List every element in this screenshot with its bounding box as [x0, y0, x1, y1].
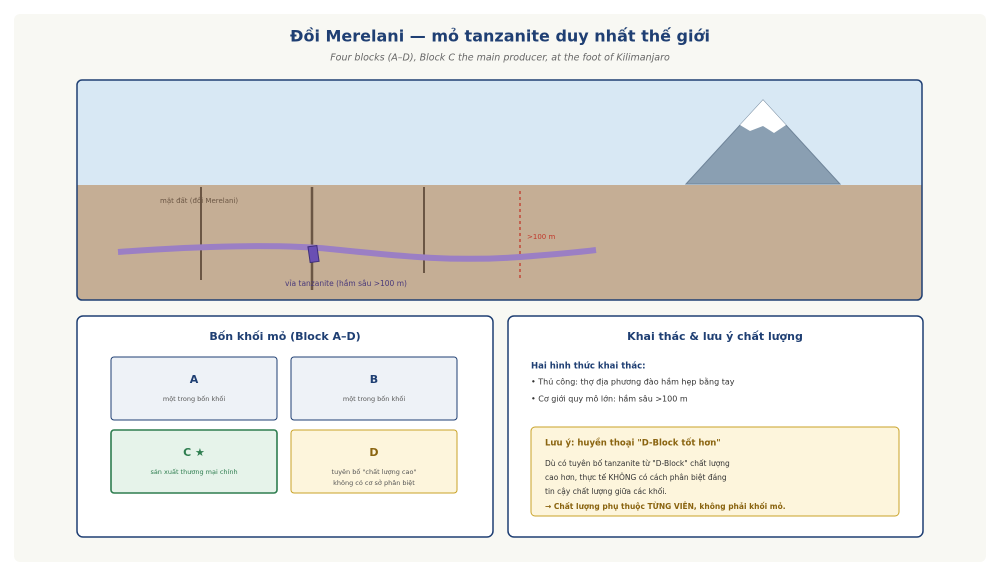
surface-label: mặt đất (đồi Merelani) [160, 197, 238, 205]
ore-block [307, 244, 320, 264]
mountain [684, 99, 842, 185]
method: • Cơ giới quy mô lớn: hầm sâu >100 m [531, 394, 688, 404]
panel [76, 315, 494, 538]
cross-section: mặt đất (đồi Merelani) >100 m vỉa tanzan… [76, 79, 923, 301]
methods-heading: Hai hình thức khai thác: [531, 362, 646, 372]
snow-cap [740, 100, 786, 133]
panel-title: Bốn khối mỏ (Block A–D) [209, 330, 360, 343]
note-box [530, 426, 900, 517]
block-name: D [369, 446, 378, 459]
panel-border [76, 79, 923, 301]
panel-title: Khai thác & lưu ý chất lượng [627, 330, 803, 343]
block-name: C ★ [183, 446, 205, 459]
block-note: một trong bốn khối [163, 395, 225, 403]
block-name: A [190, 373, 199, 386]
block-box [110, 429, 278, 494]
block-note: sản xuất thương mại chính [150, 468, 237, 476]
note-line: tin cậy chất lượng giữa các khối. [545, 487, 667, 496]
block-note: tuyên bố "chất lượng cao" [332, 468, 417, 476]
block-box [110, 356, 278, 421]
subtitle: Four blocks (A–D), Block C the main prod… [330, 53, 670, 64]
method: • Thủ công: thợ địa phương đào hầm hẹp b… [531, 377, 735, 388]
block-name: B [370, 373, 378, 386]
tanzanite-seam [117, 243, 597, 262]
note-line: Dù có tuyên bố tanzanite từ "D-Block" ch… [545, 459, 730, 468]
seam-label: vỉa tanzanite (hầm sâu >100 m) [285, 279, 407, 288]
block-box [290, 356, 458, 421]
note-conclusion: → Chất lượng phụ thuộc TỪNG VIÊN, không … [545, 502, 786, 511]
depth-label: >100 m [527, 233, 555, 241]
block-note: không có cơ sở phân biệt [333, 479, 415, 487]
note-title: Lưu ý: huyền thoại "D-Block tốt hơn" [545, 438, 721, 449]
title: Đồi Merelani — mỏ tanzanite duy nhất thế… [290, 27, 710, 46]
mining-panel: Khai thác & lưu ý chất lượng Hai hình th… [507, 315, 924, 538]
block-box [290, 429, 458, 494]
block-note: một trong bốn khối [343, 395, 405, 403]
ground [77, 185, 922, 300]
note-line: cao hơn, thực tế KHÔNG có cách phân biệt… [545, 473, 727, 482]
